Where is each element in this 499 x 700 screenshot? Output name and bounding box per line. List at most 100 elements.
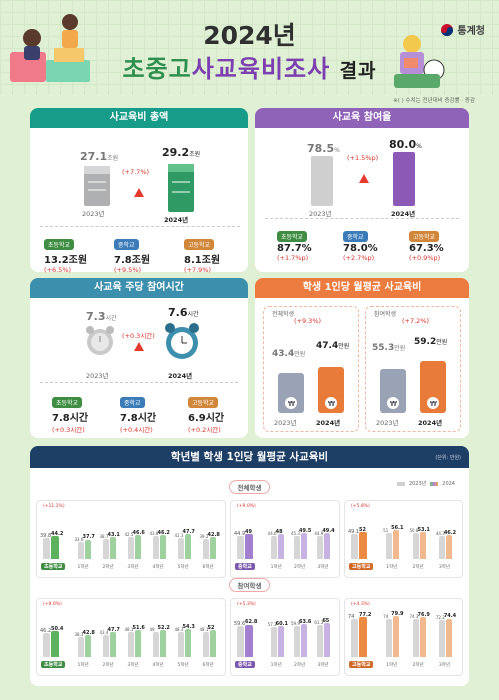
bar-2024	[277, 534, 284, 559]
bar-2023	[202, 632, 209, 657]
bar-2023	[202, 538, 209, 559]
school-middle: 중학교 7.8조원 (+9.5%)	[114, 232, 150, 274]
x-label: 3학년	[317, 663, 329, 668]
summary-bar-prev	[351, 618, 358, 657]
increase-arrow-icon	[134, 342, 144, 351]
school-high: 고등학교 6.9시간 (+0.2시간)	[188, 390, 224, 434]
school-tag: 고등학교	[349, 661, 374, 668]
footnote: ※( ) 수치는 전년대비 증감률 · 증감	[393, 98, 475, 104]
year-prev: 2023년	[274, 419, 297, 427]
legend-swatch-2023	[396, 481, 405, 486]
year-prev: 2023년	[376, 419, 399, 427]
legend: 2023년 2024	[396, 480, 455, 487]
x-label: 1학년	[270, 663, 282, 668]
value-prev: 7.3시간	[86, 310, 117, 323]
x-label: 2학년	[102, 663, 114, 668]
summary-bar-prev	[43, 633, 50, 657]
bar-value-2024: 65	[322, 618, 330, 625]
summary-bar-prev	[237, 626, 244, 657]
students-illustration	[10, 14, 90, 82]
card-by-grade: 학년별 학생 1인당 월평균 사교육비 (단위: 만원) 2023년 2024 …	[30, 446, 469, 686]
bar-value-2024: 46.2	[157, 530, 170, 537]
x-label: 5학년	[177, 663, 189, 668]
summary-change: (+11.1%)	[43, 504, 65, 509]
bar-value-2024: 54.3	[182, 623, 195, 630]
card-participation-rate: 사교육 참여율 78.5% 80.0% (+1.5%p) 2023년 2024년…	[255, 108, 469, 272]
bar-2023	[77, 637, 84, 657]
x-label: 2학년	[102, 565, 114, 570]
svg-text:₩: ₩	[430, 400, 437, 408]
bar-2024	[301, 533, 307, 559]
legend-2023: 2023년	[408, 481, 427, 487]
bar-2024	[84, 634, 91, 657]
bar-2024	[445, 535, 452, 559]
bar-value-2023: 43.8	[149, 531, 159, 537]
section-all-students: 전체학생	[228, 480, 271, 494]
bar-2023	[412, 618, 419, 657]
bar-2023	[294, 535, 300, 559]
value-current: 7.6시간	[168, 306, 199, 319]
x-label: 3학년	[127, 565, 139, 570]
year-current: 2024년	[316, 419, 341, 427]
value-current: 29.2조원	[162, 146, 201, 159]
bar-value-2023: 44.6	[267, 530, 277, 536]
bar-2024	[419, 617, 426, 657]
bar-value-2023: 43.4	[99, 629, 109, 635]
x-label: 3학년	[127, 663, 139, 668]
summary-bar-cur	[51, 536, 59, 559]
bar-2023	[177, 632, 184, 657]
bar-value-2024: 56.1	[391, 524, 404, 531]
bar-value-2024: 49.5	[299, 528, 312, 535]
change-rate: (+7.2%)	[402, 317, 430, 325]
bar-2023	[412, 532, 419, 559]
bar-2023	[102, 634, 109, 657]
legend-2024: 2024	[442, 480, 455, 487]
bar-value-2024: 46.6	[132, 529, 145, 536]
svg-text:₩: ₩	[288, 400, 295, 408]
panel-label: 전체학생	[270, 309, 297, 318]
bar-value-2024: 49.4	[322, 528, 335, 535]
svg-text:₩: ₩	[390, 400, 397, 408]
panel-participants: 참여학생 (+7.2%) 55.3만원 59.2만원 ₩ ₩ 2023년 202…	[365, 306, 461, 432]
summary-bar-cur	[359, 617, 367, 657]
school-tag: 고등학교	[349, 563, 374, 570]
statistics-korea-logo: 통계청	[440, 22, 485, 37]
value-current: 47.4만원	[316, 341, 350, 351]
bar-value-2024: 52	[207, 625, 215, 632]
unit-label: (단위: 만원)	[435, 455, 461, 461]
summary-value-cur: 77.2	[359, 612, 372, 619]
card-monthly-average: 학생 1인당 월평균 사교육비 전체학생 (+9.3%) 43.4만원 47.4…	[255, 278, 469, 438]
bar-value-2023: 45.3	[291, 530, 300, 536]
page-title-year: 2024년	[203, 21, 296, 50]
x-label: 2학년	[412, 663, 424, 668]
bar-2024	[324, 533, 331, 559]
alarm-clock-gray-icon	[86, 326, 114, 355]
coin-stacks: ₩ ₩	[380, 361, 446, 413]
bar-value-2023: 74.3	[409, 613, 419, 619]
bar-2024	[301, 624, 307, 657]
bar-value-2024: 47.7	[107, 627, 120, 634]
card-title: 학생 1인당 월평균 사교육비	[255, 278, 469, 298]
money-stack-green	[168, 164, 194, 212]
year-current: 2024년	[168, 372, 193, 380]
legend-swatch-2024	[430, 481, 439, 486]
card-title: 사교육 참여율	[255, 108, 469, 128]
x-label: 6학년	[202, 663, 214, 668]
alarm-clock-blue-icon	[165, 323, 199, 359]
bar-value-2023: 48.3	[174, 626, 184, 632]
bar-value-2024: 60.1	[275, 620, 288, 627]
bar-2023	[438, 536, 445, 559]
bar-value-2024: 79.9	[391, 610, 404, 617]
bar-2024	[393, 529, 400, 559]
bar-value-2024: 48	[275, 529, 283, 536]
x-label: 6학년	[202, 565, 214, 570]
bar-2024	[419, 531, 426, 559]
bar-2023	[386, 618, 393, 657]
school-tag: 중학교	[235, 661, 255, 668]
divider	[40, 382, 238, 383]
bar-2024	[445, 618, 452, 657]
school-tag: 중학교	[235, 563, 255, 570]
bar-value-2023: 38.3	[74, 632, 84, 638]
bar-current	[393, 152, 415, 206]
x-label: 1학년	[270, 565, 282, 570]
